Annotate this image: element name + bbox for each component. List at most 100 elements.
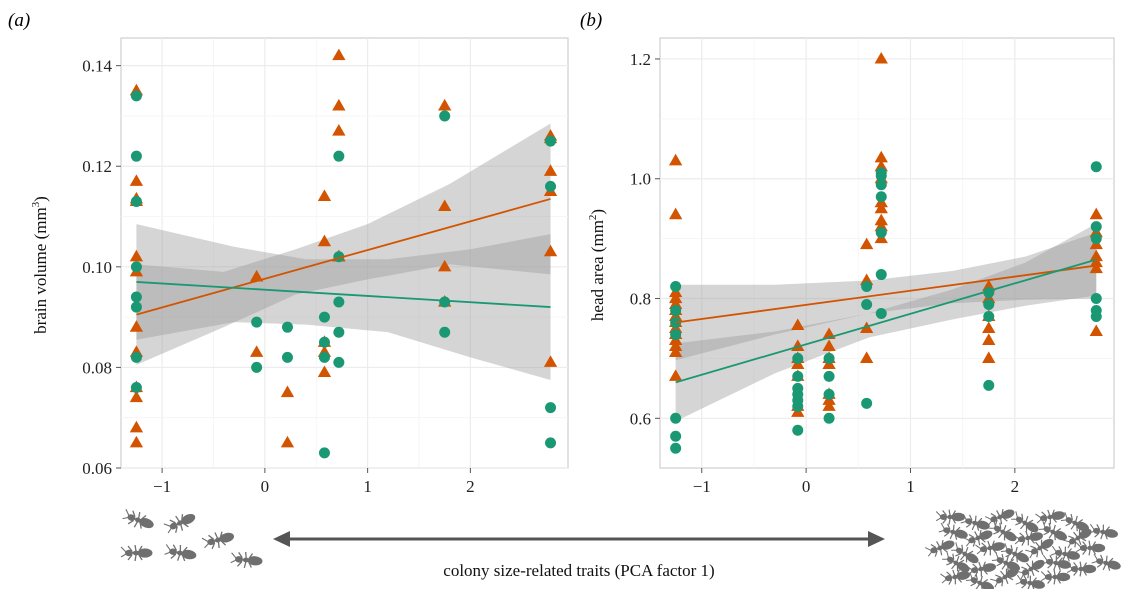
panel-b-green-circle-point xyxy=(983,379,995,391)
panel-a-orange-triangle-point xyxy=(129,390,144,403)
panel-a-green-circle-point xyxy=(130,195,142,207)
panel-a-green-circle-point xyxy=(130,301,142,313)
panel-a-brain-volume: −1 0 1 2 0.06 0.08 0.10 0.12 0.14 xyxy=(82,37,569,496)
panel-a-green-circle-point xyxy=(130,261,142,273)
panel-b-green-circle-point xyxy=(875,170,887,182)
panel-a-green-circle-point xyxy=(333,356,345,368)
panel-a-x-tick-label: 1 xyxy=(363,477,372,496)
panel-a-orange-triangle-point xyxy=(317,234,332,247)
panel-b-green-circle-point xyxy=(792,424,804,436)
panel-a-y-tick-label: 0.12 xyxy=(82,157,112,176)
panel-b-green-circle-point xyxy=(861,299,873,311)
panel-a-green-circle-point xyxy=(318,351,330,363)
panel-b-label: (b) xyxy=(580,10,602,31)
panel-b-green-circle-point xyxy=(1090,221,1102,233)
panel-a-green-circle-point xyxy=(281,351,293,363)
panel-a-orange-triangle-point xyxy=(317,365,332,377)
panel-a-y-tick-label: 0.14 xyxy=(82,57,112,76)
panel-a-green-circle-point xyxy=(333,326,345,338)
panel-a-green-circle-point xyxy=(545,135,557,147)
panel-a-green-circle-point xyxy=(333,150,345,162)
panel-a-green-circle-point xyxy=(130,382,142,394)
panel-a-x-tick-label: 2 xyxy=(466,477,475,496)
panel-b-green-circle-point xyxy=(670,281,682,293)
panel-b-orange-confidence-band xyxy=(675,232,1097,361)
panel-a-orange-triangle-point xyxy=(129,435,144,448)
panel-b-green-circle-point xyxy=(983,310,995,322)
panel-b-green-circle-point xyxy=(792,352,804,364)
panel-a-green-circle-point xyxy=(281,321,293,333)
panel-b-green-circle-point xyxy=(1090,233,1102,245)
panel-b-orange-triangle-point xyxy=(669,345,683,357)
panel-b-orange-triangle-point xyxy=(874,51,888,64)
panel-b-green-circle-point xyxy=(670,328,682,340)
colony-ant xyxy=(1066,561,1097,577)
panel-a-orange-triangle-point xyxy=(317,189,332,201)
small-colony-ant-icon xyxy=(120,506,264,571)
panel-a-green-circle-point xyxy=(439,296,451,308)
panel-a-green-circle-point xyxy=(545,402,557,414)
colony-ant xyxy=(1040,569,1071,585)
panel-a-orange-triangle-point xyxy=(129,249,144,262)
panel-a-green-circle-point xyxy=(545,437,557,449)
colony-ant xyxy=(937,520,971,544)
panel-b-orange-triangle-point xyxy=(982,351,996,363)
panel-b-orange-triangle-point xyxy=(859,237,874,250)
panel-b-orange-triangle-point xyxy=(822,339,836,351)
panel-b-green-circle-point xyxy=(1090,310,1102,322)
colony-ant xyxy=(1012,527,1045,549)
panel-b-green-circle-point xyxy=(861,397,873,409)
panel-b-plot-area xyxy=(659,37,1115,469)
panel-b-x-tick-label: 2 xyxy=(1011,477,1020,496)
panel-a-green-circle-point xyxy=(333,296,345,308)
panel-b-orange-triangle-point xyxy=(874,150,888,163)
panel-b-head-area: −1 0 1 2 0.6 0.8 1.0 1.2 xyxy=(630,37,1115,496)
panel-a-green-circle-point xyxy=(251,361,263,373)
panel-b-orange-triangle-point xyxy=(874,201,888,214)
panel-b-orange-regression-line xyxy=(675,264,1097,324)
panel-b-orange-triangle-point xyxy=(982,321,996,334)
panel-b-y-tick-label: 0.8 xyxy=(630,290,651,309)
colony-size-arrow xyxy=(273,531,885,547)
colony-ant xyxy=(1036,518,1071,546)
panel-b-green-circle-point xyxy=(1090,293,1102,305)
colony-ant xyxy=(1087,521,1120,543)
panel-b-green-circle-point xyxy=(875,191,887,203)
panel-b-green-circle-point xyxy=(670,430,682,442)
panel-a-green-circle-point xyxy=(439,110,451,122)
panel-a-green-circle-point xyxy=(318,336,330,348)
panel-a-green-circle-point xyxy=(318,447,330,459)
colony-ant xyxy=(1014,572,1047,589)
panel-b-green-regression-line xyxy=(675,258,1097,384)
panel-b-green-circle-point xyxy=(875,227,887,239)
panel-a-orange-triangle-point xyxy=(438,259,452,272)
panel-a-orange-triangle-point xyxy=(332,48,346,61)
panel-b-orange-triangle-point xyxy=(1089,324,1103,337)
panel-b-orange-triangle-point xyxy=(669,291,683,304)
panel-b-orange-triangle-point xyxy=(1089,255,1103,268)
panel-b-green-circle-point xyxy=(670,304,682,316)
panel-b-x-tick-label: −1 xyxy=(693,477,711,496)
panel-b-orange-triangle-point xyxy=(859,351,874,363)
panel-b-green-circle-point xyxy=(670,412,682,424)
panel-a-orange-triangle-point xyxy=(438,98,452,111)
panel-b-green-circle-point xyxy=(875,269,887,281)
panel-a-orange-triangle-point xyxy=(249,269,264,282)
panel-a-x-tick-label: −1 xyxy=(153,477,171,496)
panel-b-x-tick-label: 1 xyxy=(906,477,915,496)
panel-b-orange-triangle-point xyxy=(669,153,683,166)
panel-b-orange-triangle-point xyxy=(669,207,683,220)
panel-a-green-circle-point xyxy=(130,351,142,363)
panel-a-orange-regression-line xyxy=(136,198,551,316)
colony-ant xyxy=(986,518,1021,547)
bottom-caption: colony size-related traits (PCA factor 1… xyxy=(443,561,714,580)
panel-b-orange-triangle-point xyxy=(1089,249,1103,262)
colony-ant xyxy=(935,509,966,525)
panel-a-orange-triangle-point xyxy=(129,320,144,332)
panel-a-orange-triangle-point xyxy=(543,244,558,257)
panel-a-orange-triangle-point xyxy=(249,345,264,357)
panel-a-orange-triangle-point xyxy=(129,420,144,433)
panel-b-orange-triangle-point xyxy=(874,213,888,226)
panel-b-orange-triangle-point xyxy=(1089,261,1103,274)
panel-a-orange-triangle-point xyxy=(438,199,452,212)
